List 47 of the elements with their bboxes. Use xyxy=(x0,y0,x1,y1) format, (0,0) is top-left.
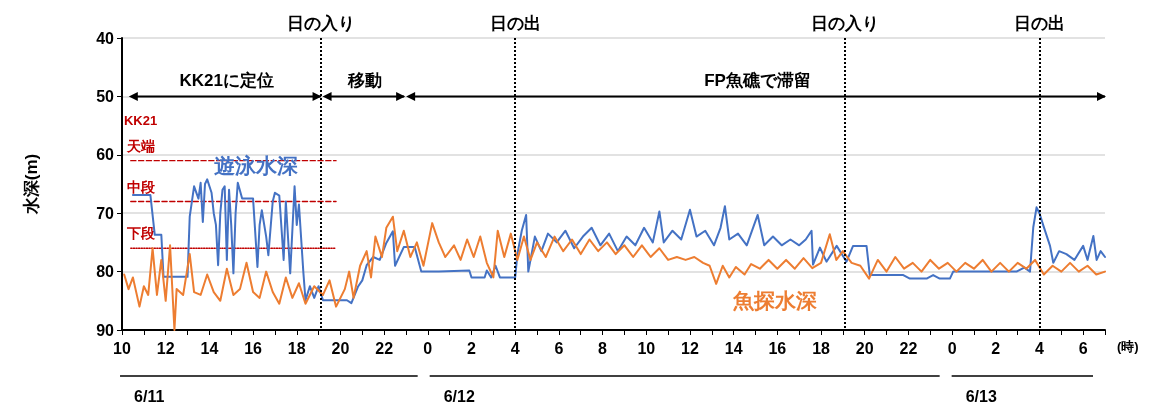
y-tick-label: 60 xyxy=(96,146,115,164)
series-label: 遊泳水深 xyxy=(213,154,298,178)
x-tick-label: 10 xyxy=(637,339,656,357)
x-tick-label: 14 xyxy=(200,339,219,357)
x-tick-label: 6 xyxy=(554,339,564,357)
x-axis-title: (時) xyxy=(1117,339,1139,354)
x-tick-label: 22 xyxy=(899,339,918,357)
x-tick-label: 2 xyxy=(991,339,1001,357)
series-label: 下段 xyxy=(125,225,156,242)
ref-line-label: 日の出 xyxy=(489,14,541,33)
ref-line-label: 日の出 xyxy=(1013,14,1065,33)
y-tick-label: 50 xyxy=(96,87,115,105)
x-tick-label: 8 xyxy=(598,339,608,357)
series-label: 天端 xyxy=(125,137,155,154)
text: 6/12 xyxy=(443,388,475,405)
x-tick-label: 18 xyxy=(287,339,306,357)
x-tick-label: 12 xyxy=(156,339,175,357)
x-tick-label: 2 xyxy=(467,339,477,357)
annotation: KK21に定位 xyxy=(179,71,274,91)
ref-line-label: 日の入り xyxy=(286,14,355,33)
text: 6/11 xyxy=(134,388,165,405)
y-tick-label: 80 xyxy=(96,263,115,281)
x-tick-label: 4 xyxy=(510,339,520,357)
ref-line-label: 日の入り xyxy=(811,14,880,33)
x-tick-label: 20 xyxy=(331,339,350,357)
series-label: 魚探水深 xyxy=(731,288,817,312)
x-tick-label: 18 xyxy=(812,339,831,357)
x-tick-label: 4 xyxy=(1035,339,1045,357)
x-tick-label: 16 xyxy=(768,339,787,357)
series-label: 中段 xyxy=(126,178,156,195)
x-tick-label: 6 xyxy=(1078,339,1088,357)
annotation: 移動 xyxy=(347,71,383,91)
y-tick-label: 70 xyxy=(96,204,115,222)
y-axis-title: 水深(m) xyxy=(22,153,41,216)
x-tick-label: 12 xyxy=(681,339,699,357)
x-tick-label: 0 xyxy=(947,339,957,357)
x-tick-label: 16 xyxy=(244,339,263,357)
x-tick-label: 22 xyxy=(375,339,394,357)
x-tick-label: 0 xyxy=(423,339,433,357)
y-tick-label: 90 xyxy=(96,321,115,339)
x-tick-label: 20 xyxy=(855,339,874,357)
x-tick-label: 14 xyxy=(724,339,743,357)
y-tick-label: 40 xyxy=(96,29,115,47)
text: 6/13 xyxy=(965,388,997,405)
annotation: FP魚礁で滞留 xyxy=(704,71,811,91)
annotation: KK21 xyxy=(123,112,158,128)
x-tick-label: 10 xyxy=(113,339,131,357)
